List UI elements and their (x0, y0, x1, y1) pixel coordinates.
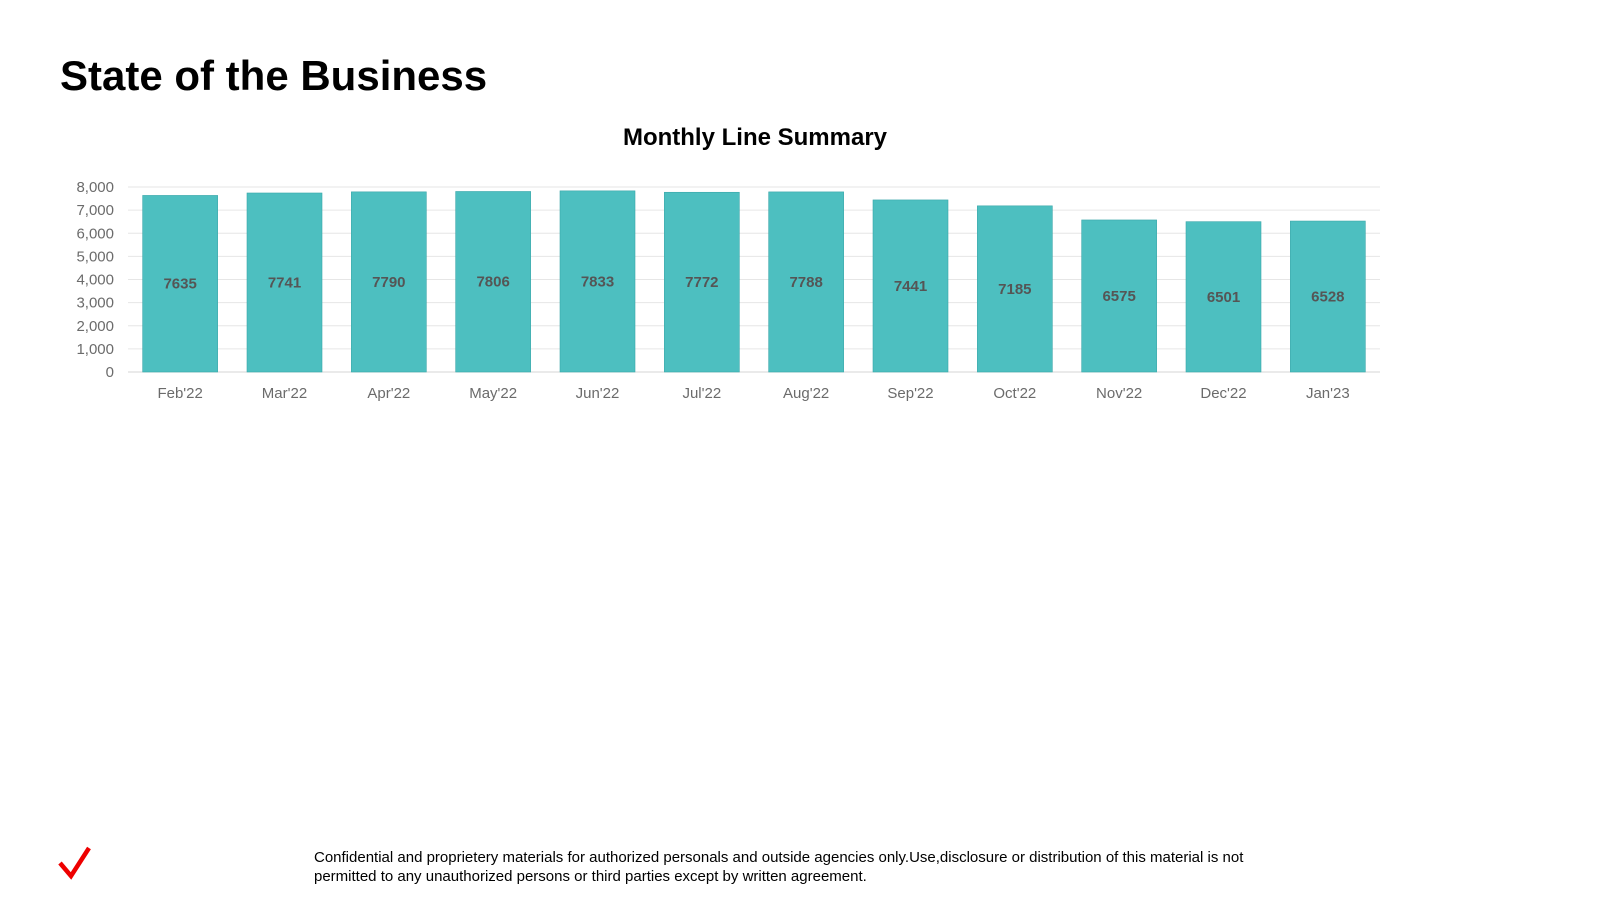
x-tick-label: Mar'22 (262, 385, 307, 402)
gridlines (128, 186, 1380, 373)
x-tick-label: Apr'22 (367, 385, 410, 402)
y-tick-label: 6,000 (76, 225, 114, 242)
chart-title: Monthly Line Summary (622, 124, 888, 151)
x-tick-label: Oct'22 (993, 385, 1036, 402)
bar (142, 195, 218, 373)
bar-value-label: 7772 (685, 274, 718, 291)
bars (142, 190, 1366, 373)
bar-value-label: 7741 (268, 274, 301, 291)
bar-value-label: 7185 (998, 281, 1031, 298)
y-tick-label: 0 (106, 364, 114, 381)
x-tick-label: Nov'22 (1096, 385, 1142, 402)
x-axis-ticks: Feb'22 Mar'22 Apr'22 May'22 Jun'22 Jul'22 Aug'… (157, 385, 1349, 402)
bar (977, 205, 1053, 373)
bar-value-label: 7806 (476, 274, 509, 291)
bar (872, 199, 949, 373)
monthly-line-summary-chart: 0 1,000 2,000 3,000 4,000 5,000 6,000 7,000 8,00… (76, 179, 1380, 402)
x-tick-label: Jan'23 (1306, 385, 1350, 402)
bar (1290, 220, 1366, 373)
bar (768, 191, 844, 373)
y-tick-label: 5,000 (76, 248, 114, 265)
y-tick-label: 4,000 (76, 272, 114, 289)
bar-value-label: 7635 (163, 276, 196, 293)
x-tick-label: Jun'22 (576, 385, 620, 402)
bar (246, 192, 323, 373)
bar-value-label: 7441 (894, 278, 927, 295)
bar-value-label: 6501 (1207, 289, 1240, 306)
y-tick-label: 1,000 (76, 341, 114, 358)
bar-value-label: 6575 (1102, 288, 1135, 305)
y-tick-label: 7,000 (76, 202, 114, 219)
y-tick-label: 3,000 (76, 295, 114, 312)
x-tick-label: Jul'22 (682, 385, 721, 402)
bar (455, 191, 531, 373)
page-title: State of the Business (60, 52, 488, 99)
checkmark-logo-icon (58, 846, 91, 880)
bar (559, 190, 636, 373)
confidentiality-disclaimer: Confidential and proprietery materials f… (314, 849, 1244, 885)
x-tick-label: Feb'22 (157, 385, 202, 402)
bar (1185, 221, 1262, 373)
bar (664, 191, 740, 373)
bar-value-label: 7788 (789, 274, 822, 291)
y-tick-label: 8,000 (76, 179, 114, 196)
y-axis-ticks: 0 1,000 2,000 3,000 4,000 5,000 6,000 7,000 8,00… (76, 179, 114, 381)
x-tick-label: Dec'22 (1200, 385, 1246, 402)
x-tick-label: May'22 (469, 385, 517, 402)
bar (1081, 219, 1157, 373)
y-tick-label: 2,000 (76, 318, 114, 335)
bar-value-label: 7790 (372, 274, 405, 291)
bar-value-label: 6528 (1311, 289, 1344, 306)
x-tick-label: Aug'22 (783, 385, 829, 402)
bar (351, 191, 427, 373)
data-labels: 7635 7741 7790 7806 7833 7772 7788 7441 7185 6575… (163, 273, 1344, 305)
x-tick-label: Sep'22 (887, 385, 933, 402)
bar-value-label: 7833 (581, 273, 614, 290)
